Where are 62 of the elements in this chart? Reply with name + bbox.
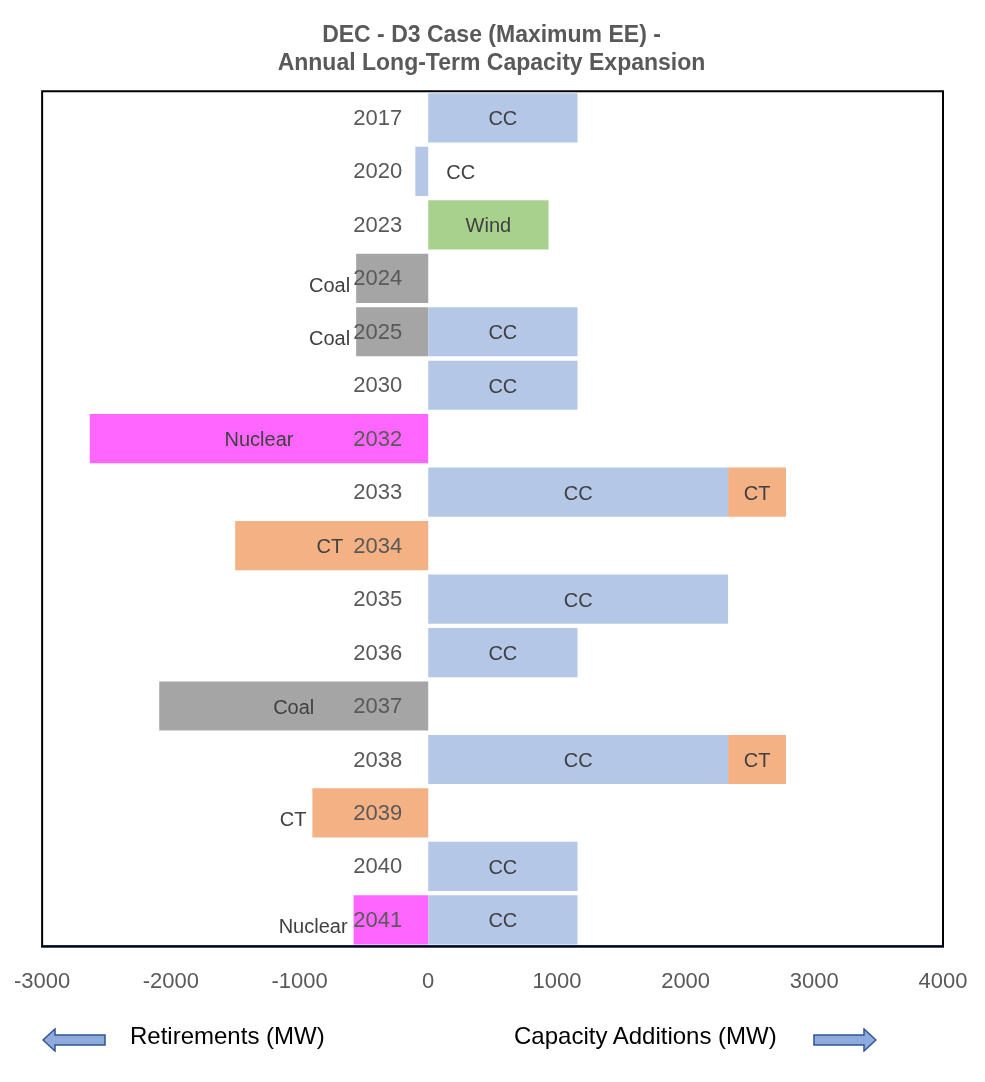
- x-tick-label: 4000: [918, 967, 968, 993]
- x-tick-label: -3000: [13, 967, 71, 993]
- bar: [415, 146, 429, 196]
- text: Coal: [273, 695, 315, 718]
- text: CC: [563, 749, 593, 771]
- y-tick-label: 2030: [353, 372, 403, 398]
- text: CC: [563, 481, 593, 504]
- text: CC: [488, 855, 518, 878]
- y-tick-label: 2036: [353, 639, 403, 665]
- y-tick-label: 2017: [353, 104, 403, 130]
- text: Capacity Additions (MW): [514, 1022, 777, 1050]
- bar: [428, 734, 729, 785]
- y-tick-label: 2037: [353, 693, 403, 719]
- bar: [428, 574, 729, 624]
- bar: [428, 895, 578, 945]
- y-tick-label: 2035: [353, 586, 403, 612]
- text: CC: [488, 642, 518, 665]
- bar: [428, 841, 578, 891]
- text: Coal: [309, 327, 351, 350]
- y-tick-label: 2041: [353, 906, 403, 932]
- series-label: CT: [279, 808, 307, 831]
- bar: [312, 788, 429, 838]
- y-tick-label: 2038: [353, 746, 403, 772]
- text: CC: [446, 160, 476, 183]
- bar: [428, 467, 729, 517]
- x-tick-label: 1000: [532, 967, 582, 993]
- text: CC: [488, 374, 518, 397]
- x-tick-label: 3000: [789, 967, 839, 993]
- bar: [159, 681, 429, 731]
- chart-title: DEC - D3 Case (Maximum EE) - Annual Long-Term Capacity Expansion: [277, 21, 706, 75]
- bar: [428, 307, 578, 357]
- y-tick-label: 2034: [353, 532, 403, 558]
- text: CT: [743, 481, 771, 504]
- x-tick-label: -1000: [271, 967, 328, 993]
- bar: [235, 521, 429, 571]
- text: Retirements (MW): [130, 1022, 325, 1050]
- bar: [89, 414, 429, 464]
- y-tick-label: 2033: [353, 479, 403, 505]
- y-tick-label: 2020: [353, 158, 403, 184]
- text: Nuclear: [224, 428, 294, 451]
- x-tick-label: 0: [422, 967, 435, 993]
- bar: [428, 360, 578, 410]
- text: CT: [316, 535, 344, 558]
- y-tick-label: 2023: [353, 211, 403, 237]
- series-label: Nuclear: [278, 915, 348, 938]
- text: CC: [488, 909, 518, 932]
- text: CC: [488, 107, 518, 130]
- y-tick-label: 2039: [353, 800, 403, 826]
- bar: [428, 200, 549, 250]
- bar: [428, 627, 578, 678]
- series-label: Wind: [465, 214, 512, 237]
- x-tick-label: 2000: [661, 967, 711, 993]
- x-tick-label: -2000: [142, 967, 199, 993]
- y-tick-label: 2032: [353, 425, 403, 451]
- y-tick-label: 2040: [353, 853, 403, 879]
- text: CC: [563, 588, 593, 611]
- series-label: Coal: [309, 273, 351, 296]
- series-label: CC: [488, 321, 518, 344]
- bar: [728, 734, 786, 785]
- bar: [428, 93, 578, 143]
- text: CT: [743, 749, 771, 771]
- bar: [728, 467, 786, 517]
